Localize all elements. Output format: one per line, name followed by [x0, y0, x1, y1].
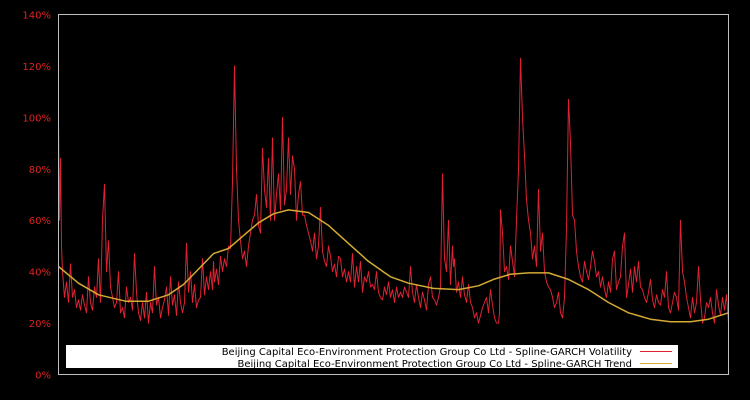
legend-label-trend: Beijing Capital Eco-Environment Protecti…	[238, 359, 633, 370]
plot-area-frame	[58, 14, 729, 375]
legend-box	[66, 345, 678, 368]
y-tick-label: 0%	[35, 371, 51, 382]
y-axis-tick-labels: 0% 20% 40% 60% 80% 100% 120% 140%	[22, 11, 51, 382]
volatility-line	[58, 57, 729, 324]
legend-label-volatility: Beijing Capital Eco-Environment Protecti…	[222, 347, 632, 358]
y-tick-label: 100%	[22, 113, 51, 124]
y-tick-label: 60%	[29, 216, 51, 227]
trend-line	[58, 209, 729, 323]
legend: Beijing Capital Eco-Environment Protecti…	[66, 345, 678, 370]
y-tick-label: 40%	[29, 268, 51, 279]
y-tick-label: 20%	[29, 319, 51, 330]
y-tick-label: 140%	[22, 11, 51, 22]
y-tick-label: 80%	[29, 165, 51, 176]
series-layer	[58, 57, 729, 324]
y-tick-label: 120%	[22, 62, 51, 73]
